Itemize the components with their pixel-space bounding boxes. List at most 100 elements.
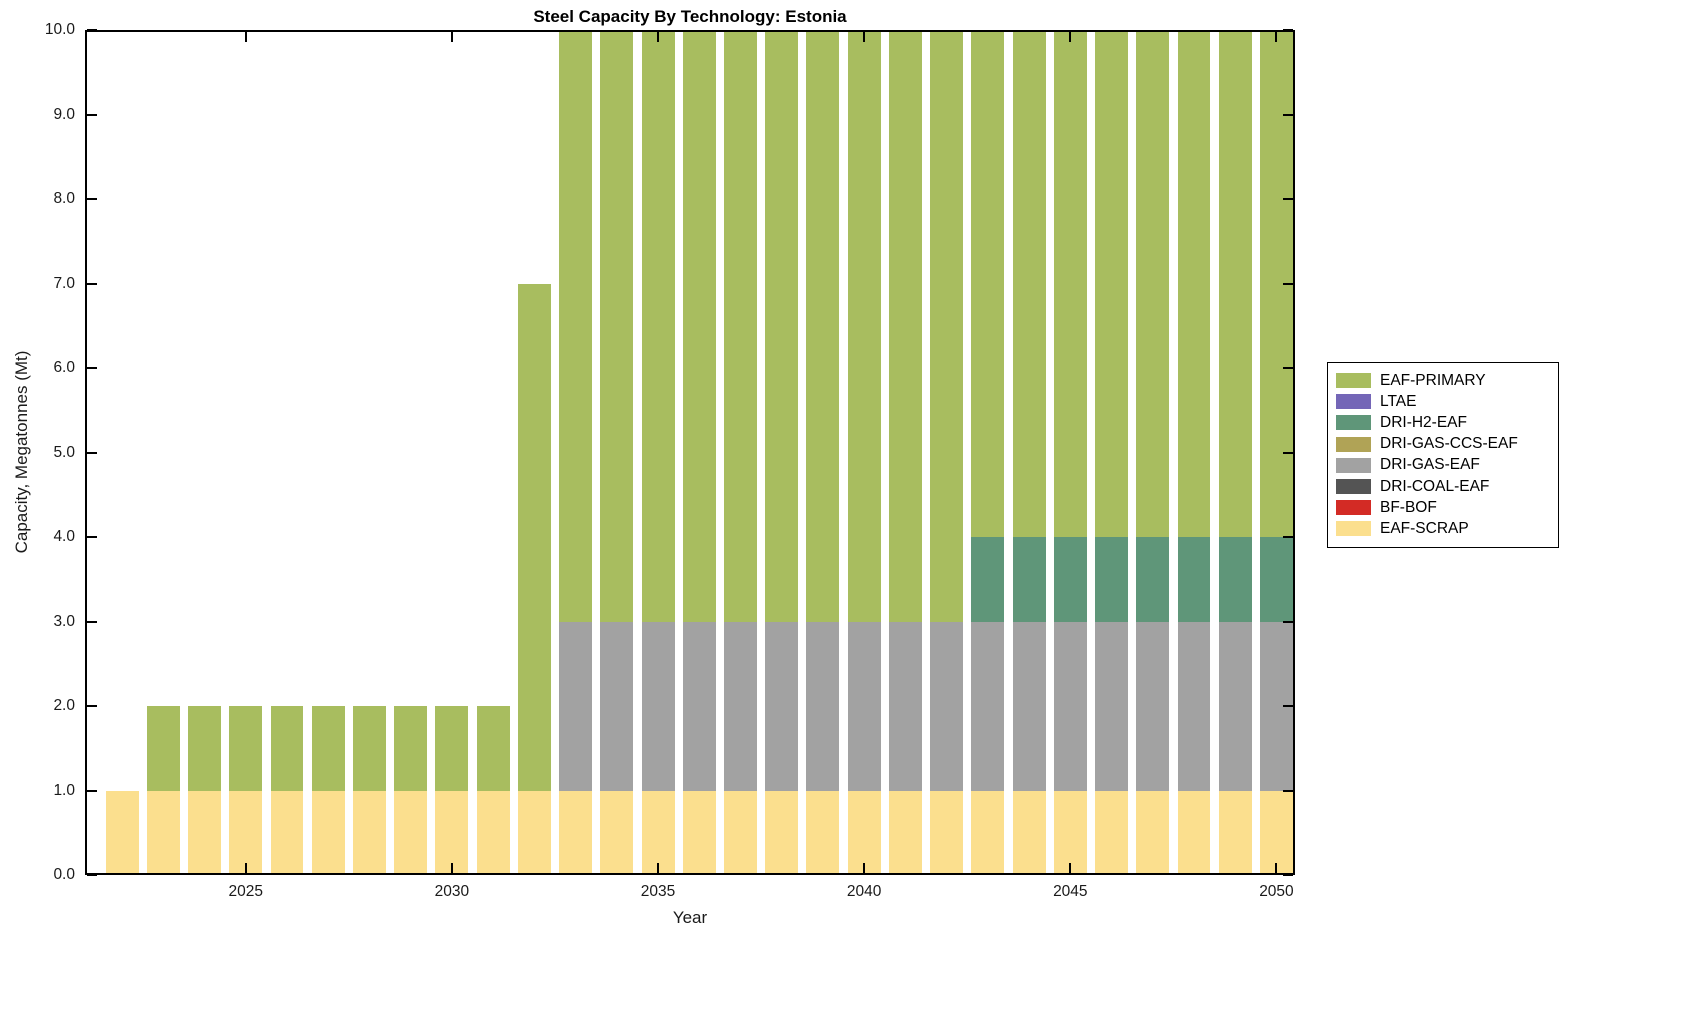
- bar-segment-eaf-primary-2040: [847, 30, 881, 622]
- bar-segment-dri-h2-eaf-2050: [1259, 537, 1293, 622]
- y-tick-mark-left: [87, 113, 97, 116]
- y-tick-label: 2.0: [53, 697, 75, 714]
- y-tick-mark-right: [1283, 113, 1293, 116]
- legend-label: EAF-PRIMARY: [1380, 371, 1486, 389]
- y-tick-mark-left: [87, 451, 97, 454]
- legend-item-dri-coal-eaf: DRI-COAL-EAF: [1336, 476, 1558, 497]
- y-tick-mark-left: [87, 705, 97, 707]
- bar-segment-eaf-scrap-2049: [1218, 790, 1252, 875]
- legend-item-bf-bof: BF-BOF: [1336, 497, 1558, 518]
- bar-segment-eaf-primary-2032: [517, 283, 551, 791]
- x-tick-mark-top: [1069, 32, 1072, 42]
- x-tick-mark-bottom: [863, 863, 866, 873]
- bar-segment-eaf-primary-2048: [1177, 30, 1211, 537]
- legend-swatch: [1336, 457, 1371, 473]
- bar-segment-dri-gas-eaf-2044: [1012, 621, 1046, 791]
- bar-segment-eaf-scrap-2034: [600, 790, 634, 875]
- bar-segment-eaf-scrap-2022: [105, 790, 139, 875]
- bar-segment-dri-gas-eaf-2048: [1177, 621, 1211, 791]
- bar-segment-eaf-primary-2028: [352, 706, 386, 791]
- bar-segment-eaf-primary-2045: [1053, 30, 1087, 537]
- legend-item-dri-h2-eaf: DRI-H2-EAF: [1336, 412, 1558, 433]
- bar-segment-dri-h2-eaf-2046: [1095, 537, 1129, 622]
- bar-segment-dri-gas-eaf-2041: [888, 621, 922, 791]
- bar-segment-dri-gas-eaf-2045: [1053, 621, 1087, 791]
- bar-segment-eaf-primary-2043: [971, 30, 1005, 537]
- x-tick-label: 2035: [640, 883, 676, 900]
- bar-segment-eaf-scrap-2045: [1053, 790, 1087, 875]
- bar-segment-eaf-primary-2046: [1095, 30, 1129, 537]
- y-tick-mark-right: [1283, 705, 1293, 707]
- bar-segment-eaf-primary-2041: [888, 30, 922, 622]
- x-tick-mark-top: [863, 32, 866, 42]
- bar-segment-eaf-scrap-2039: [806, 790, 840, 875]
- bar-segment-eaf-scrap-2043: [971, 790, 1005, 875]
- y-tick-label: 0.0: [53, 866, 75, 883]
- y-tick-label: 1.0: [53, 781, 75, 799]
- y-tick-mark-right: [1283, 874, 1293, 876]
- x-tick-mark-top: [450, 32, 453, 42]
- bar-segment-eaf-scrap-2029: [394, 790, 428, 875]
- bar-segment-eaf-scrap-2033: [559, 790, 593, 875]
- bar-segment-eaf-primary-2042: [930, 30, 964, 622]
- legend-swatch: [1336, 500, 1371, 516]
- y-tick-label: 9.0: [53, 105, 75, 123]
- bar-segment-dri-h2-eaf-2048: [1177, 537, 1211, 622]
- bar-segment-eaf-primary-2049: [1218, 30, 1252, 537]
- legend-item-dri-gas-ccs-eaf: DRI-GAS-CCS-EAF: [1336, 434, 1558, 455]
- x-tick-label: 2025: [228, 883, 264, 900]
- y-tick-label: 4.0: [53, 528, 75, 545]
- bar-segment-dri-gas-eaf-2046: [1095, 621, 1129, 791]
- x-axis-label: Year: [672, 908, 708, 927]
- y-tick-label: 6.0: [53, 359, 75, 376]
- chart-title: Steel Capacity By Technology: Estonia: [533, 7, 847, 26]
- y-tick-mark-right: [1283, 29, 1293, 31]
- x-tick-mark-bottom: [450, 863, 453, 873]
- y-tick-mark-right: [1283, 451, 1293, 454]
- legend-label: DRI-GAS-CCS-EAF: [1380, 435, 1518, 453]
- legend-label: DRI-GAS-EAF: [1380, 456, 1480, 474]
- y-tick-mark-left: [87, 29, 97, 31]
- y-tick-mark-left: [87, 198, 97, 200]
- bar-segment-eaf-primary-2037: [724, 30, 757, 622]
- y-tick-mark-left: [87, 789, 97, 792]
- x-tick-mark-top: [1275, 32, 1278, 42]
- bar-segment-eaf-scrap-2040: [847, 790, 881, 875]
- bar-segment-eaf-scrap-2037: [724, 790, 757, 875]
- bar-segment-dri-h2-eaf-2049: [1218, 537, 1252, 622]
- x-tick-label: 2040: [846, 883, 882, 900]
- bar-segment-eaf-scrap-2032: [517, 790, 551, 875]
- x-tick-label: 2050: [1259, 883, 1294, 900]
- x-tick-label: 2045: [1053, 883, 1088, 900]
- bar-segment-dri-gas-eaf-2042: [930, 621, 964, 791]
- legend-swatch: [1336, 521, 1371, 537]
- bar-segment-eaf-primary-2030: [435, 706, 469, 791]
- bar-segment-eaf-primary-2038: [765, 30, 799, 622]
- bar-segment-dri-gas-eaf-2036: [682, 621, 716, 791]
- x-tick-mark-bottom: [244, 863, 247, 873]
- y-tick-mark-left: [87, 620, 97, 623]
- y-tick-label: 3.0: [53, 612, 75, 630]
- x-tick-mark-bottom: [657, 863, 660, 873]
- bar-segment-dri-gas-eaf-2033: [559, 621, 593, 791]
- bar-segment-eaf-scrap-2036: [682, 790, 716, 875]
- x-tick-mark-bottom: [1069, 863, 1072, 873]
- bar-segment-eaf-scrap-2025: [229, 790, 263, 875]
- bar-segment-eaf-scrap-2031: [476, 790, 510, 875]
- bar-segment-dri-h2-eaf-2044: [1012, 537, 1046, 622]
- x-tick-mark-bottom: [1275, 863, 1278, 873]
- y-tick-label: 10.0: [44, 21, 75, 38]
- bar-segment-dri-h2-eaf-2043: [971, 537, 1005, 622]
- bar-segment-eaf-scrap-2041: [888, 790, 922, 875]
- bar-segment-eaf-primary-2034: [600, 30, 634, 622]
- bar-segment-eaf-primary-2036: [682, 30, 716, 622]
- y-tick-mark-right: [1283, 198, 1293, 200]
- y-tick-mark-left: [87, 536, 97, 538]
- bar-segment-eaf-scrap-2047: [1136, 790, 1170, 875]
- bar-segment-eaf-scrap-2050: [1259, 790, 1293, 875]
- bar-segment-dri-gas-eaf-2043: [971, 621, 1005, 791]
- legend-swatch: [1336, 479, 1371, 495]
- bar-segment-eaf-scrap-2035: [641, 790, 675, 875]
